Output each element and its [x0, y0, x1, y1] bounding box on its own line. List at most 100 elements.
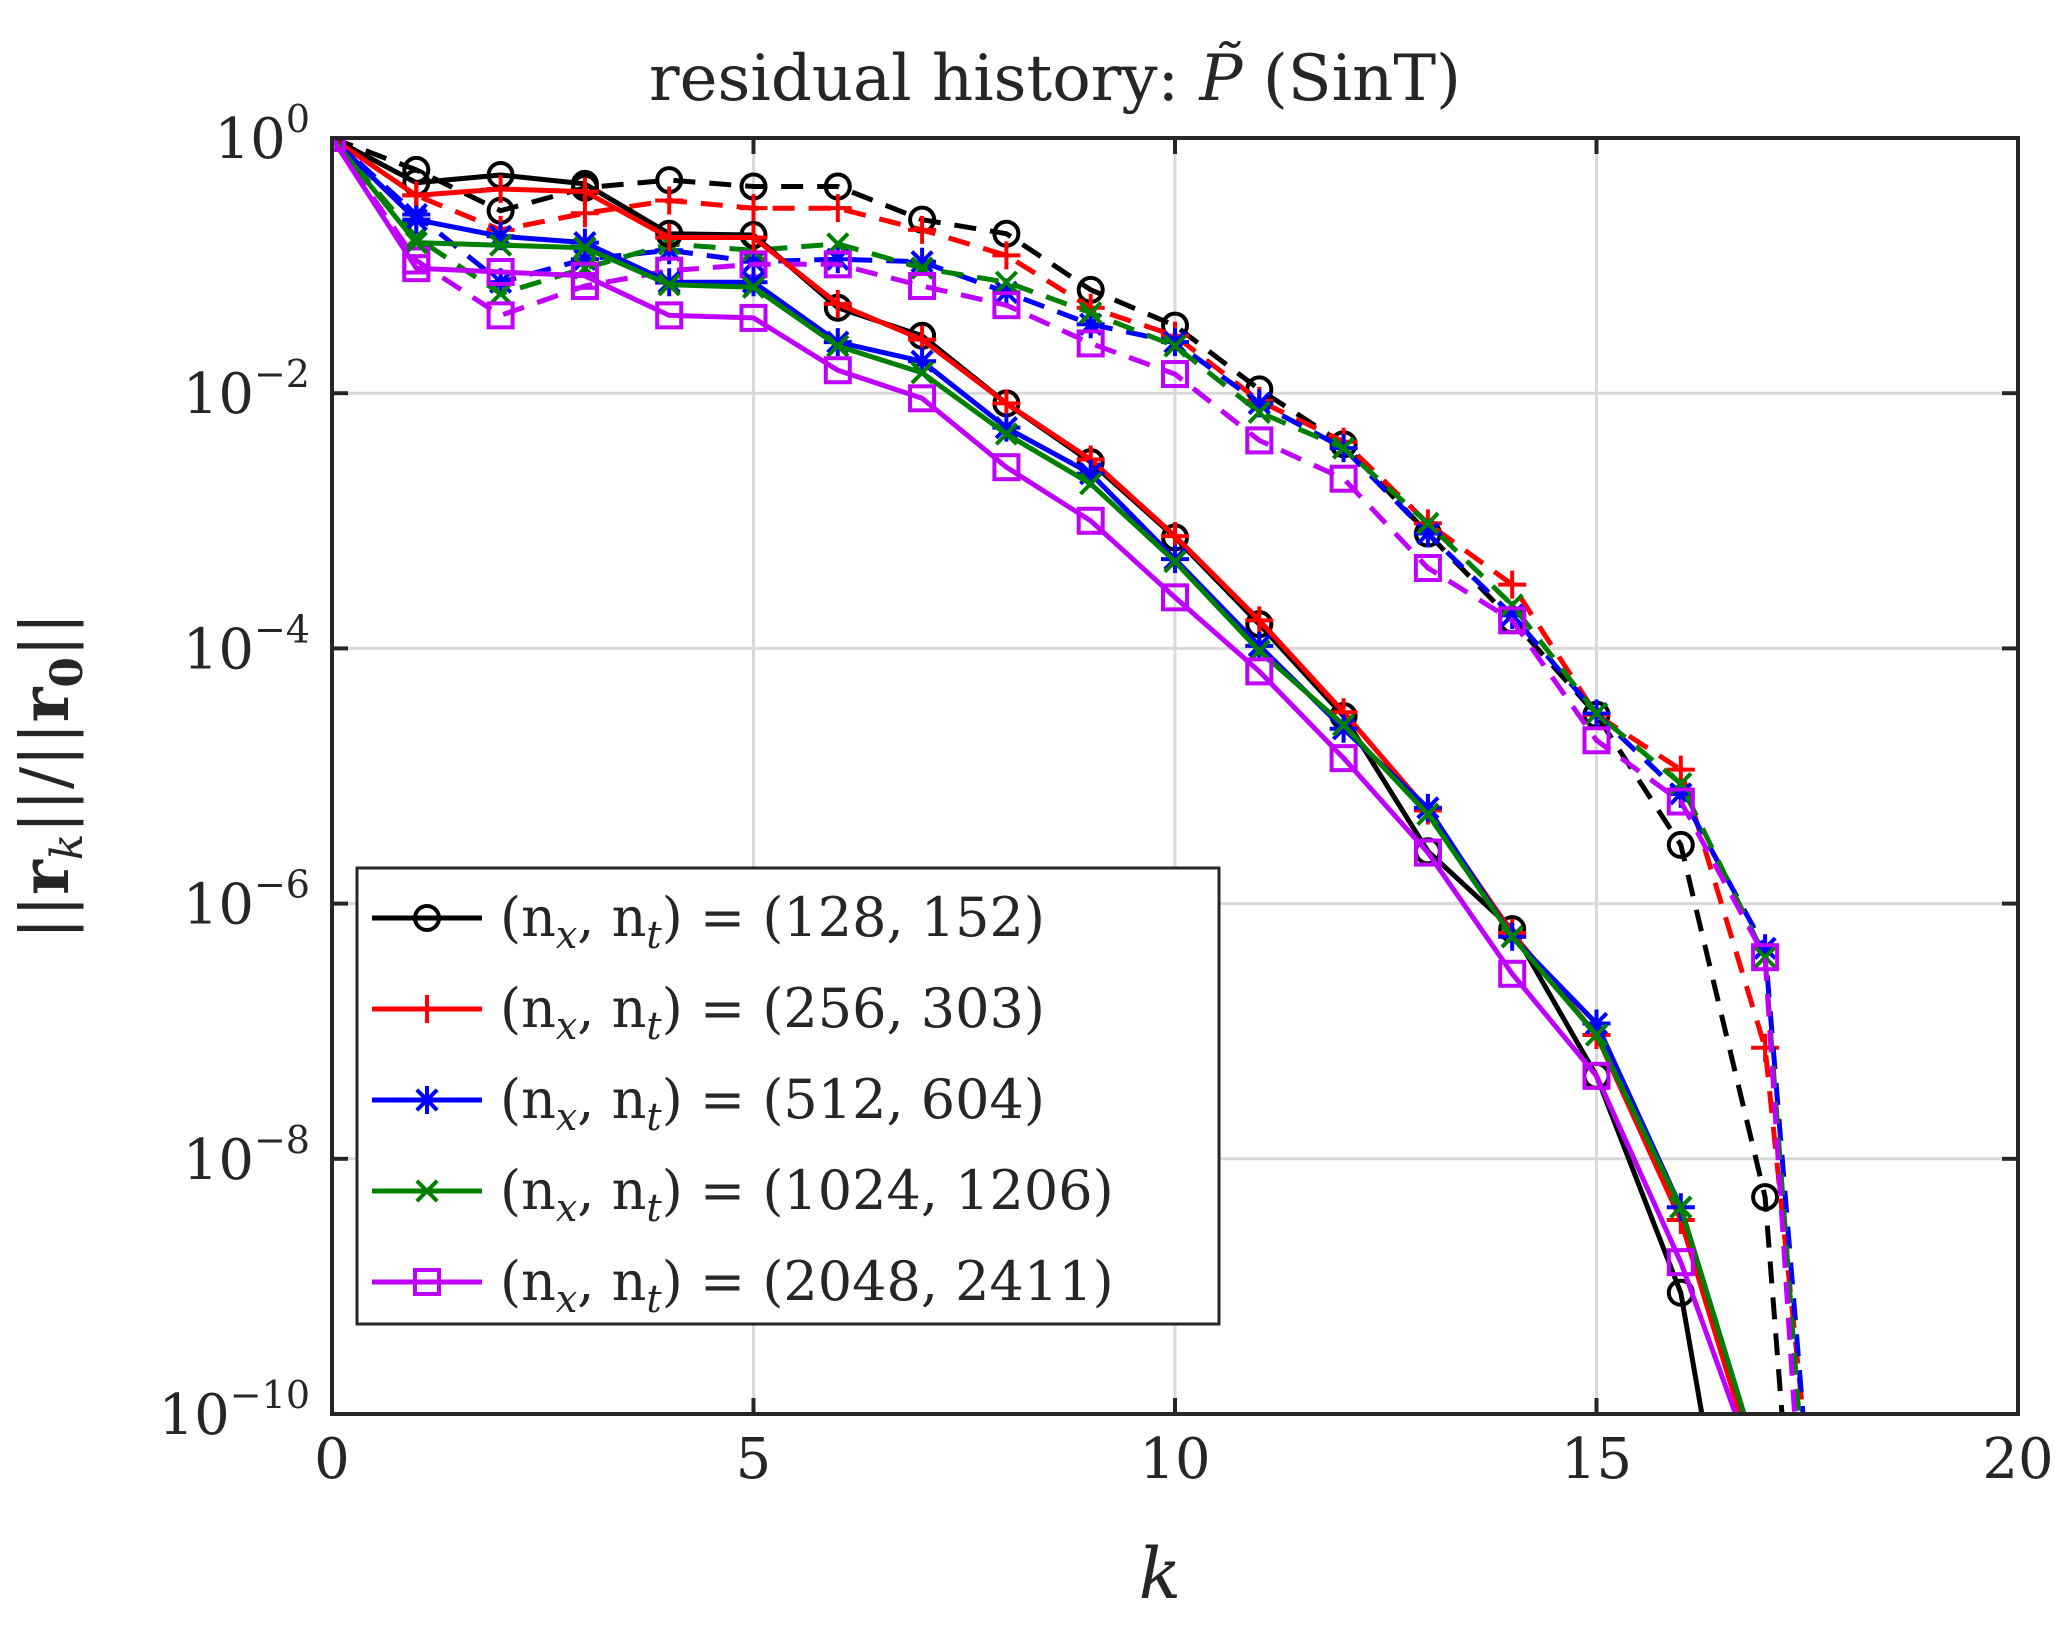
title-prefix: residual history: [649, 42, 1199, 116]
legend-label-pre: (n [500, 1250, 556, 1313]
legend-label-post: ) = (256, 303) [662, 977, 1045, 1040]
marker-star [908, 247, 937, 276]
marker-cross [1247, 400, 1271, 424]
y-tick-exponent: −4 [254, 607, 310, 651]
marker-cross [1079, 301, 1103, 325]
marker-star [739, 268, 768, 297]
marker-plus [1498, 570, 1527, 599]
marker-plus [655, 223, 684, 252]
marker-cross [994, 270, 1019, 294]
y-tick-exponent: −2 [254, 352, 310, 396]
marker-cross [1331, 713, 1356, 737]
marker-cross [488, 282, 513, 306]
marker-star [1498, 601, 1527, 630]
marker-cross [657, 273, 681, 297]
marker-square [1161, 583, 1189, 612]
marker-cross [1584, 1023, 1609, 1047]
marker-star [1413, 519, 1442, 548]
legend-entry: (nx, nt) = (2048, 2411) [372, 1250, 1114, 1321]
marker-square [402, 254, 431, 283]
marker-cross [573, 236, 597, 260]
y-label-r0: r [6, 686, 84, 722]
legend: (nx, nt) = (128, 152)(nx, nt) = (256, 30… [355, 866, 1221, 1326]
legend-label: (nx, nt) = (128, 152) [500, 886, 1045, 957]
marker-cross [910, 361, 934, 385]
marker-plus [402, 181, 431, 210]
y-label-sub-k: k [42, 834, 93, 861]
marker-star [1329, 714, 1358, 743]
marker-cross [1584, 701, 1609, 726]
legend-entry: (nx, nt) = (1024, 1206) [372, 1159, 1114, 1230]
legend-label-mid: , n [577, 1250, 646, 1313]
y-tick-exponent: −8 [254, 1118, 310, 1162]
legend-label-sub1: x [556, 1186, 577, 1230]
marker-square [570, 261, 599, 290]
legend-label-post: ) = (1024, 1206) [662, 1159, 1114, 1222]
marker-cross [1331, 436, 1356, 460]
marker-square [1329, 744, 1358, 773]
legend-label-sub2: t [646, 1186, 662, 1230]
series-solid-line [332, 138, 1738, 1414]
series-solid-line [332, 138, 1747, 1414]
marker-plus [992, 389, 1021, 418]
legend-label-sub2: t [646, 1004, 662, 1048]
y-tick-exponent: 0 [286, 97, 310, 141]
marker-square [486, 301, 515, 330]
marker-cross [404, 231, 428, 255]
marker-square [992, 453, 1021, 482]
series-solid-3 [332, 138, 1747, 1414]
marker-star [570, 228, 599, 257]
y-label-sub-0: 0 [42, 657, 93, 688]
legend-label-sub1: x [556, 913, 577, 957]
marker-star [402, 205, 431, 234]
legend-label-mid: , n [577, 1068, 646, 1131]
marker-plus [992, 241, 1021, 270]
marker-cross [488, 233, 513, 257]
x-tick-label: 20 [1982, 1427, 2053, 1492]
axis-ticks [330, 136, 2020, 1416]
legend-label-post: ) = (512, 604) [662, 1068, 1045, 1131]
marker-plus [1245, 606, 1274, 635]
y-tick-exponent: −6 [254, 863, 310, 907]
marker-star [992, 413, 1021, 442]
x-tick-label: 0 [314, 1427, 350, 1492]
legend-entry: (nx, nt) = (128, 152) [372, 886, 1045, 957]
legend-label: (nx, nt) = (512, 604) [500, 1068, 1045, 1139]
marker-cross [826, 334, 850, 358]
marker-square [1245, 426, 1274, 455]
marker-square [1582, 1061, 1611, 1090]
marker-star [1245, 631, 1274, 660]
marker-star [823, 245, 852, 274]
legend-label-post: ) = (2048, 2411) [662, 1250, 1114, 1313]
marker-cross [415, 1179, 439, 1203]
marker-square [1582, 726, 1611, 755]
marker-square [1498, 959, 1527, 988]
legend-label-sub1: x [556, 1277, 577, 1321]
marker-circle [1751, 1183, 1780, 1212]
marker-plus [486, 175, 515, 204]
marker-plus [739, 194, 768, 223]
y-axis-label: ||rk||/||r0|| [6, 612, 93, 939]
legend-box [355, 866, 1221, 1326]
y-label-left-bar: || [7, 895, 84, 939]
marker-cross [1416, 802, 1440, 826]
marker-square [1329, 464, 1358, 493]
marker-square [1413, 838, 1442, 867]
marker-star [739, 247, 768, 276]
y-tick-base: 10 [183, 1128, 254, 1193]
legend-label-pre: (n [500, 886, 556, 949]
x-tick-label: 10 [1139, 1427, 1210, 1492]
y-tick-label: 10−4 [183, 607, 310, 682]
marker-star [1751, 934, 1780, 963]
legend-label: (nx, nt) = (1024, 1206) [500, 1159, 1114, 1230]
marker-square [823, 356, 852, 385]
marker-star [1582, 1009, 1611, 1038]
y-tick-base: 10 [183, 362, 254, 427]
marker-plus [570, 177, 599, 206]
marker-plus [823, 289, 852, 318]
legend-entry: (nx, nt) = (256, 303) [372, 977, 1045, 1048]
marker-star [1161, 328, 1189, 357]
marker-star [413, 1086, 441, 1114]
series-solid-4 [332, 138, 1738, 1414]
